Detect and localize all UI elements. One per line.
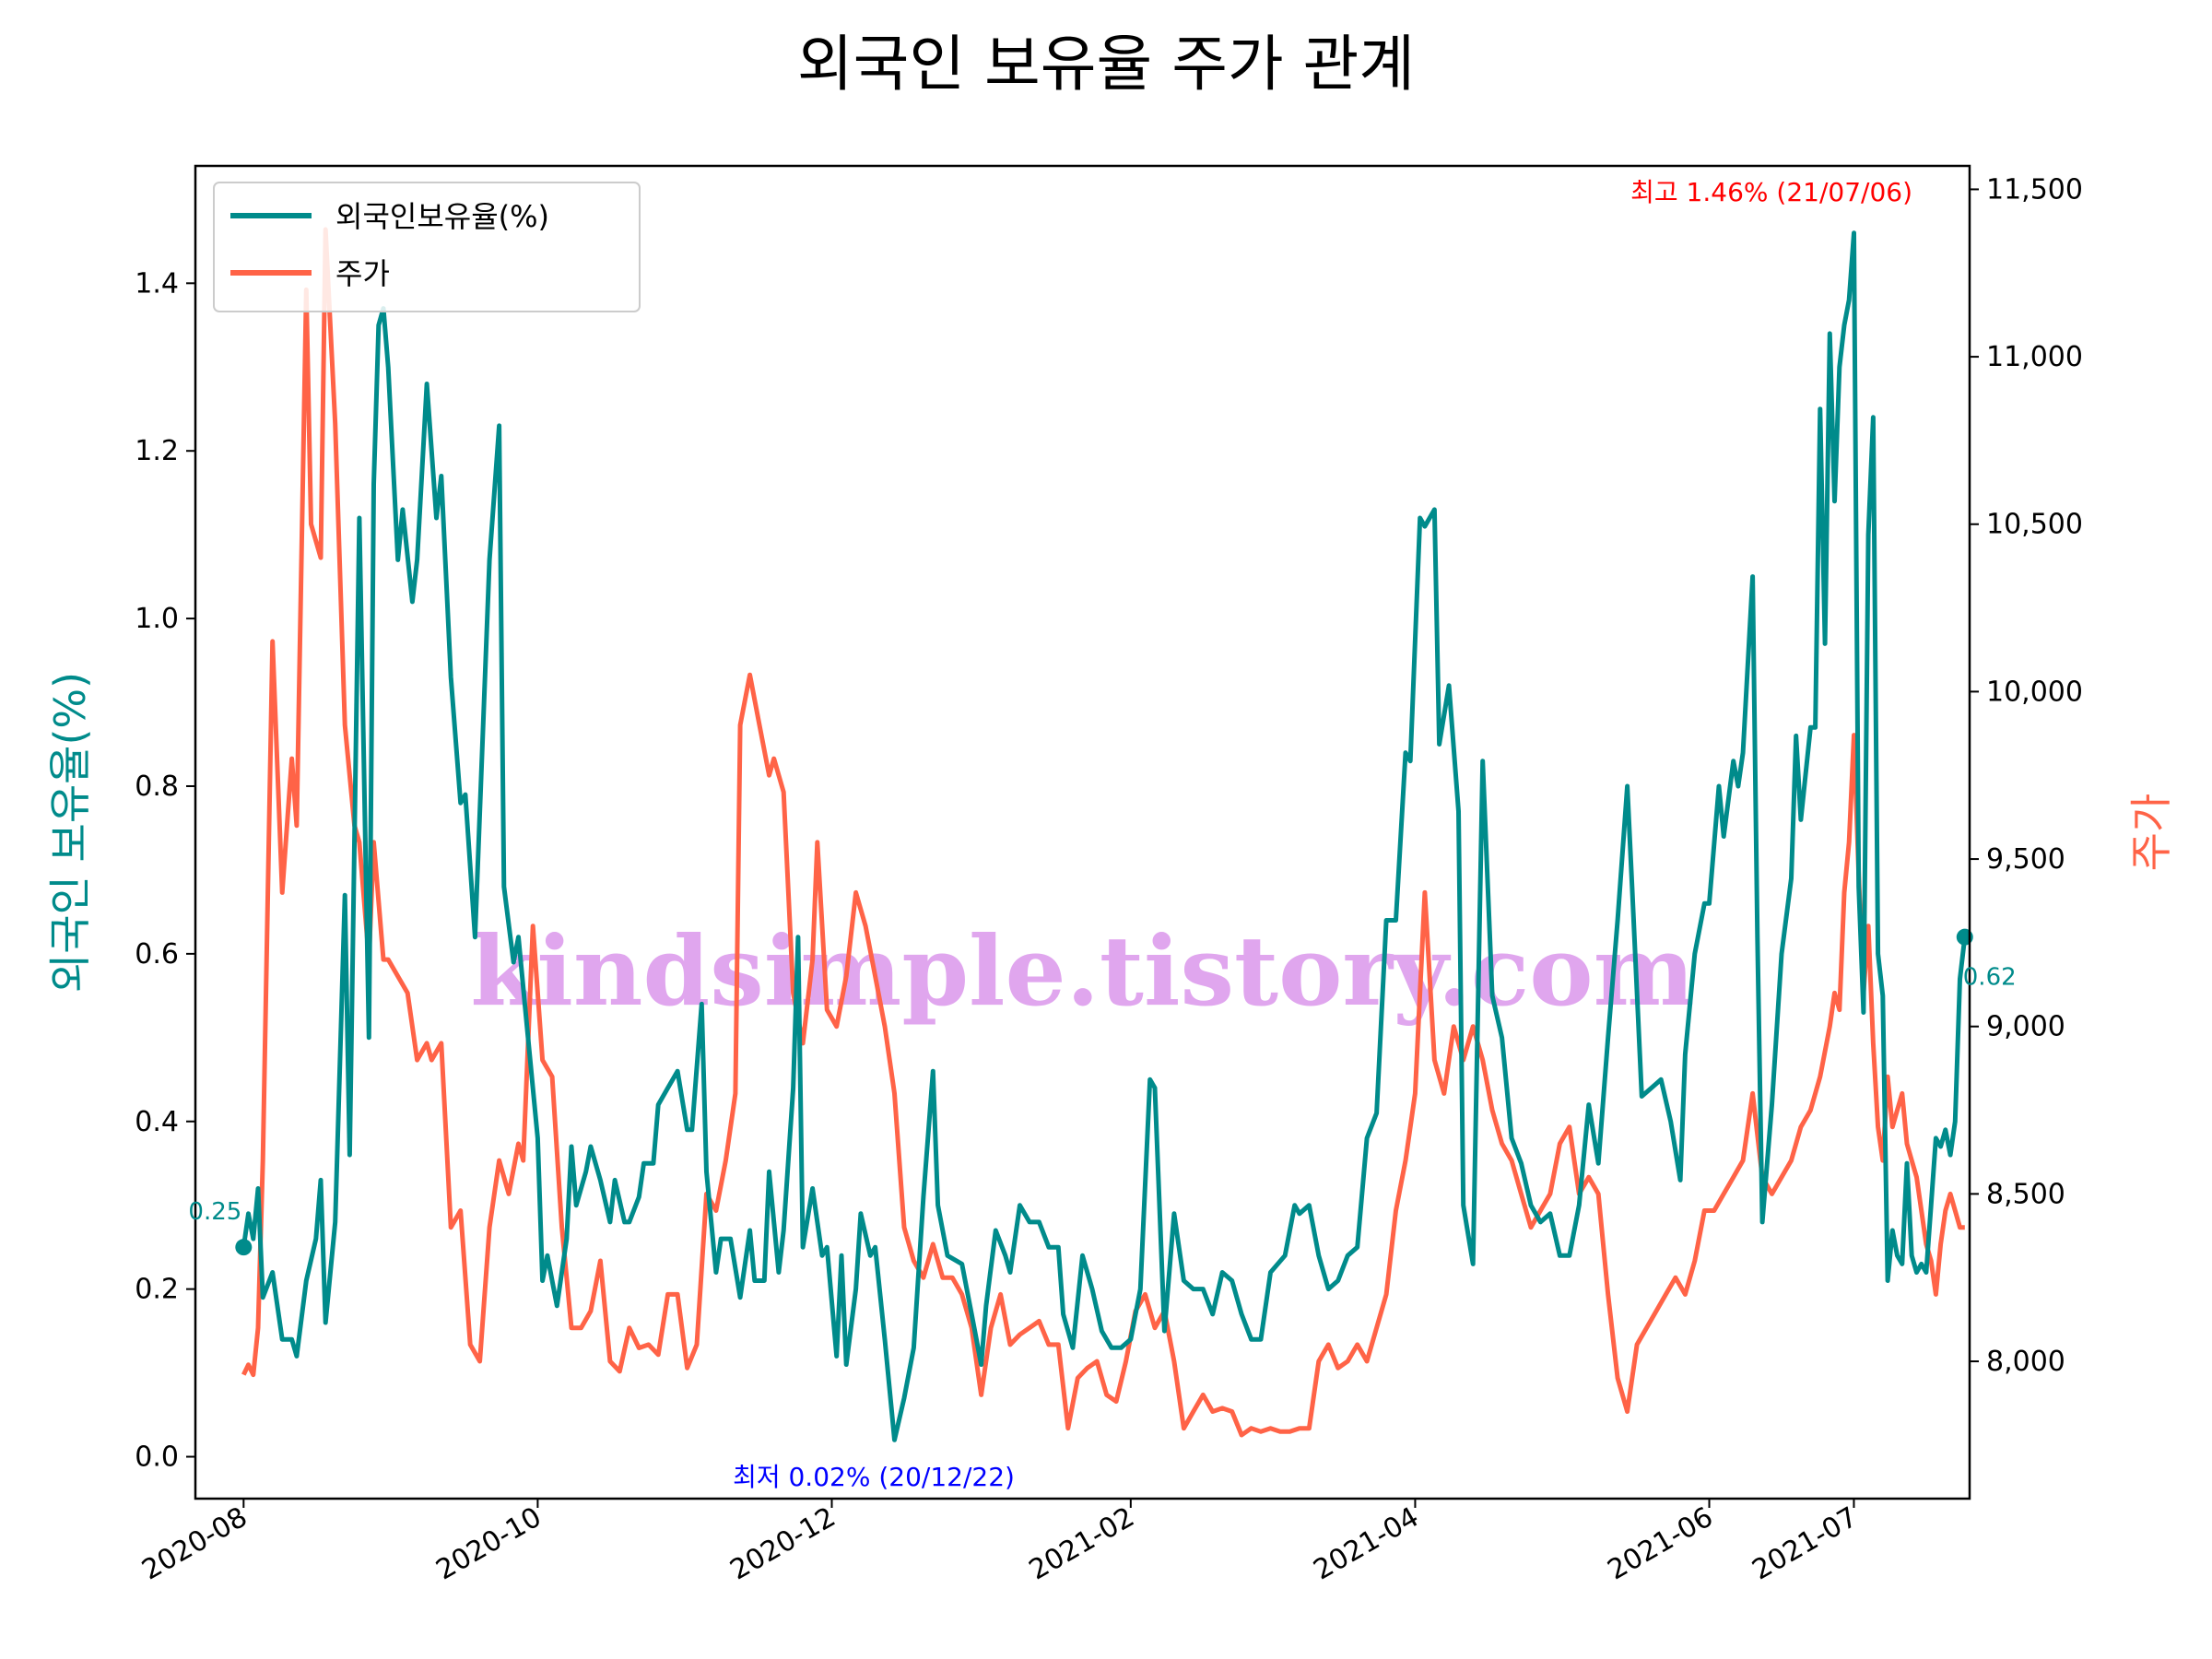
right-y-axis: 8,000 8,500 9,000 9,500 10,000 10,500 11,000 11…	[1970, 173, 2083, 1378]
x-tick-label: 2021-02	[1024, 1501, 1140, 1587]
left-tick-label: 1.4	[135, 267, 179, 300]
end-value-label: 0.62	[1963, 964, 2017, 992]
x-tick-label: 2020-10	[430, 1501, 547, 1587]
chart-title: 외국인 보유율 주가 관계	[797, 29, 1415, 100]
annotations: 최고 1.46% (21/07/06) 최저 0.02% (20/12/22) …	[188, 177, 2016, 1492]
plot-area: kindsimple.tistory.com	[194, 164, 1973, 1500]
x-axis: 2020-08 2020-10 2020-12 2021-02 2021-04 2021-…	[136, 1499, 1863, 1587]
x-tick-label: 2021-06	[1602, 1501, 1718, 1587]
left-tick-label: 1.0	[135, 603, 179, 635]
left-tick-label: 0.4	[135, 1106, 179, 1138]
right-tick-label: 9,500	[1986, 843, 2065, 876]
right-tick-label: 9,000	[1986, 1011, 2065, 1043]
legend-label-price: 주가	[335, 256, 390, 291]
right-tick-label: 11,500	[1986, 173, 2083, 206]
left-y-axis: 0.0 0.2 0.4 0.6 0.8 1.0 1.2 1.4	[135, 267, 195, 1474]
x-tick-label: 2021-04	[1308, 1501, 1424, 1587]
left-axis-label: 외국인 보유율(%)	[45, 672, 95, 993]
start-point-marker	[235, 1239, 253, 1256]
x-tick-label: 2021-07	[1747, 1501, 1863, 1587]
right-tick-label: 10,500	[1986, 509, 2083, 541]
left-tick-label: 1.2	[135, 435, 179, 467]
right-tick-label: 10,000	[1986, 676, 2083, 708]
right-tick-label: 8,000	[1986, 1346, 2065, 1378]
left-tick-label: 0.2	[135, 1274, 179, 1306]
start-value-label: 0.25	[188, 1198, 241, 1226]
right-tick-label: 11,000	[1986, 341, 2083, 373]
min-annotation: 최저 0.02% (20/12/22)	[733, 1462, 1015, 1492]
plot-frame	[194, 164, 1971, 1500]
x-tick-label: 2020-08	[136, 1501, 253, 1587]
legend: 외국인보유율(%) 주가	[213, 182, 641, 312]
right-axis-label: 주가	[2126, 794, 2176, 872]
left-tick-label: 0.8	[135, 771, 179, 803]
legend-label-foreign-ratio: 외국인보유율(%)	[335, 199, 549, 234]
series-line-foreign-ratio	[241, 230, 1968, 1442]
watermark-text: kindsimple.tistory.com	[470, 914, 1694, 1028]
right-tick-label: 8,500	[1986, 1178, 2065, 1210]
left-tick-label: 0.6	[135, 938, 179, 971]
max-annotation: 최고 1.46% (21/07/06)	[1630, 177, 1912, 207]
x-tick-label: 2020-12	[724, 1501, 841, 1587]
legend-box	[213, 182, 641, 312]
left-tick-label: 0.0	[135, 1441, 179, 1474]
